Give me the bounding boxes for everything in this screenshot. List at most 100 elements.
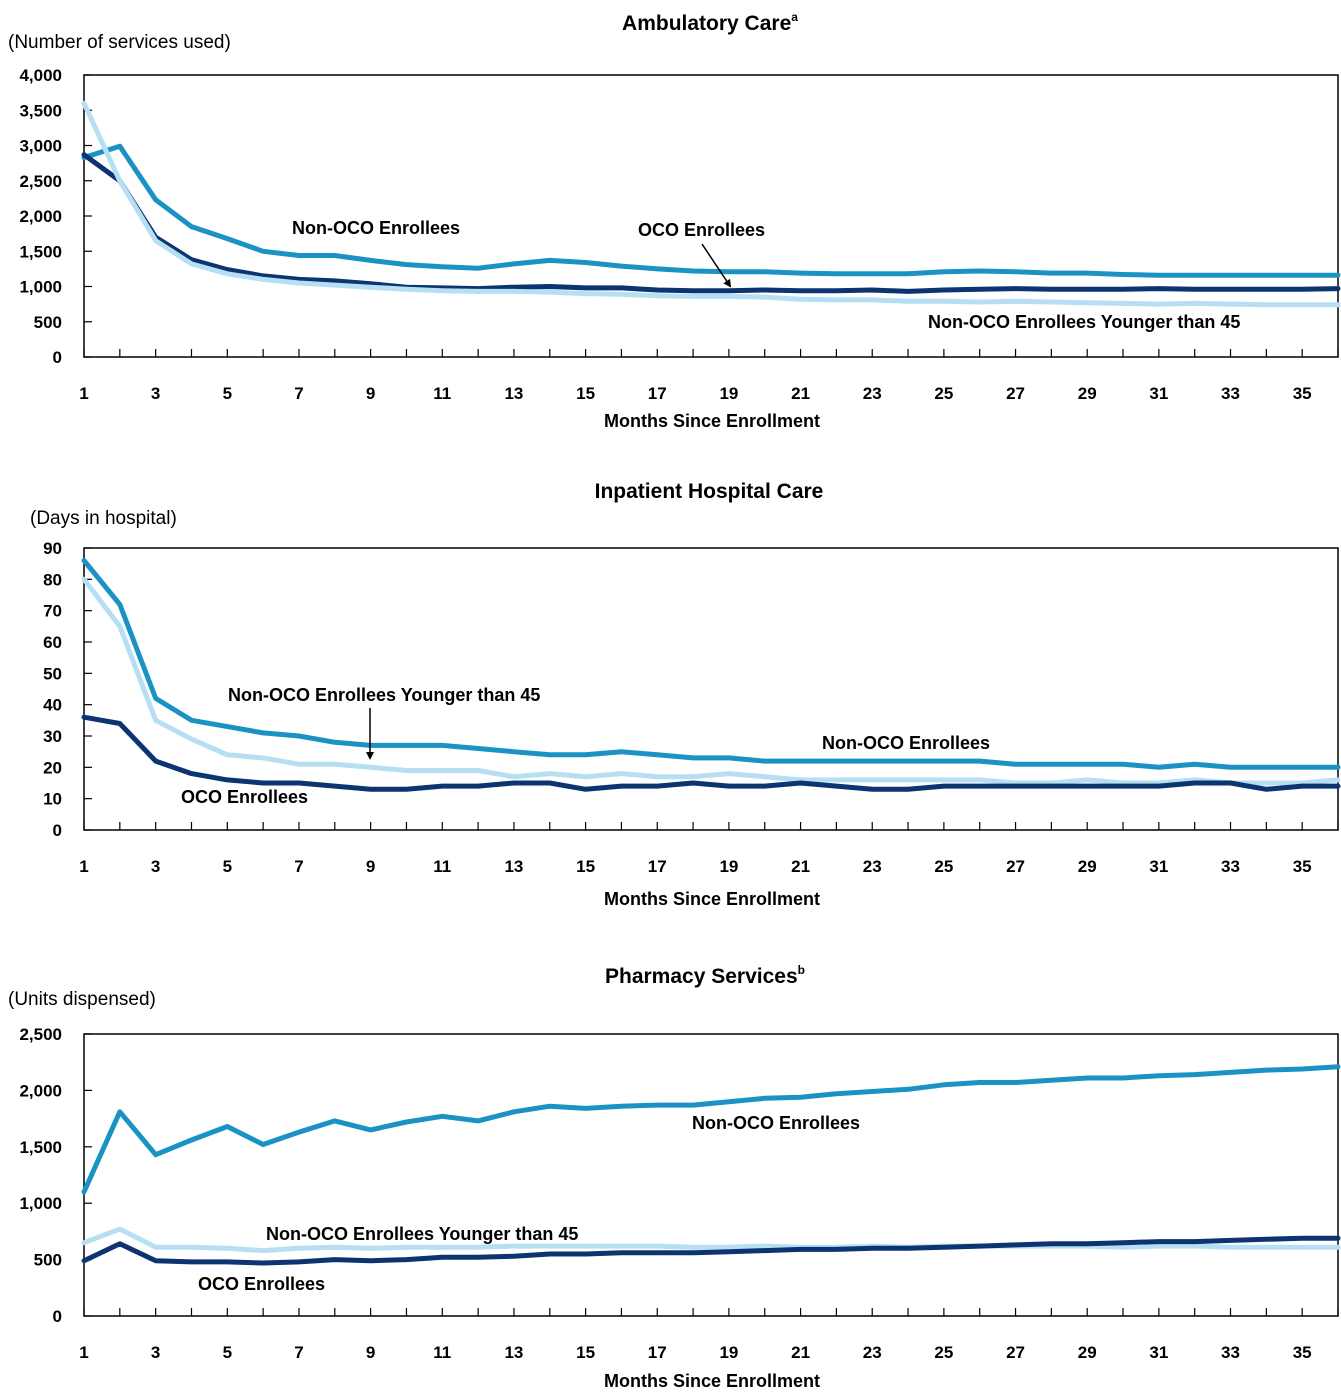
x-tick-label: 23 bbox=[863, 857, 882, 876]
series-label-non-oco: Non-OCO Enrollees bbox=[292, 218, 460, 238]
y-tick-label: 2,000 bbox=[19, 1081, 62, 1100]
annotation-arrow bbox=[701, 243, 732, 288]
x-tick-label: 13 bbox=[504, 1343, 523, 1362]
x-tick-label: 7 bbox=[294, 857, 303, 876]
x-tick-label: 27 bbox=[1006, 857, 1025, 876]
x-tick-label: 17 bbox=[648, 1343, 667, 1362]
x-tick-label: 15 bbox=[576, 384, 595, 403]
x-tick-label: 9 bbox=[366, 384, 375, 403]
x-tick-label: 5 bbox=[223, 384, 232, 403]
x-tick-label: 13 bbox=[504, 384, 523, 403]
x-axis-label: Months Since Enrollment bbox=[604, 411, 820, 431]
series-line-non-oco-enrollees bbox=[81, 1064, 1341, 1195]
x-tick-label: 33 bbox=[1221, 384, 1240, 403]
x-tick-label: 1 bbox=[79, 384, 88, 403]
x-tick-label: 13 bbox=[504, 857, 523, 876]
x-tick-label: 25 bbox=[934, 1343, 953, 1362]
y-tick-label: 70 bbox=[43, 602, 62, 621]
x-tick-label: 35 bbox=[1293, 857, 1312, 876]
x-tick-label: 29 bbox=[1078, 384, 1097, 403]
x-tick-label: 27 bbox=[1006, 1343, 1025, 1362]
chart-title: Ambulatory Carea bbox=[622, 10, 798, 35]
chart-ambulatory-care: Ambulatory Carea (Number of services use… bbox=[8, 10, 1341, 431]
y-tick-label: 10 bbox=[43, 790, 62, 809]
series-label-non-oco-young: Non-OCO Enrollees Younger than 45 bbox=[266, 1224, 578, 1244]
x-tick-label: 31 bbox=[1149, 384, 1168, 403]
series-line-non-oco-enrollees bbox=[81, 143, 1341, 278]
x-tick-label: 3 bbox=[151, 384, 160, 403]
y-tick-label: 20 bbox=[43, 758, 62, 777]
x-tick-label: 33 bbox=[1221, 1343, 1240, 1362]
y-tick-label: 1,500 bbox=[19, 242, 62, 261]
y-tick-label: 2,500 bbox=[19, 1025, 62, 1044]
y-tick-label: 50 bbox=[43, 664, 62, 683]
x-tick-label: 11 bbox=[433, 384, 451, 403]
series-line-non-oco-enrollees-younger-than-45 bbox=[81, 1226, 1341, 1254]
y-tick-label: 0 bbox=[53, 821, 62, 840]
series-line-non-oco-enrollees bbox=[81, 558, 1341, 770]
x-tick-label: 29 bbox=[1078, 857, 1097, 876]
y-tick-label: 40 bbox=[43, 696, 62, 715]
y-tick-label: 3,000 bbox=[19, 137, 62, 156]
series-line-non-oco-enrollees-younger-than-45 bbox=[81, 100, 1341, 308]
plot-frame bbox=[83, 547, 1339, 831]
series-line-oco-enrollees bbox=[81, 1235, 1341, 1266]
y-tick-label: 1,000 bbox=[19, 278, 62, 297]
x-tick-label: 3 bbox=[151, 857, 160, 876]
x-tick-label: 17 bbox=[648, 857, 667, 876]
series-label-non-oco-young: Non-OCO Enrollees Younger than 45 bbox=[928, 312, 1240, 332]
y-tick-label: 60 bbox=[43, 633, 62, 652]
series-label-non-oco-young: Non-OCO Enrollees Younger than 45 bbox=[228, 685, 540, 705]
plot-frame bbox=[83, 1033, 1339, 1317]
x-axis-label: Months Since Enrollment bbox=[604, 1371, 820, 1391]
series-line-oco-enrollees bbox=[81, 714, 1341, 792]
y-tick-label: 3,500 bbox=[19, 101, 62, 120]
x-tick-label: 19 bbox=[719, 857, 738, 876]
series-label-non-oco: Non-OCO Enrollees bbox=[692, 1113, 860, 1133]
x-tick-label: 15 bbox=[576, 1343, 595, 1362]
chart-title: Pharmacy Servicesb bbox=[605, 963, 805, 988]
x-tick-label: 9 bbox=[366, 857, 375, 876]
y-tick-label: 1,500 bbox=[19, 1138, 62, 1157]
series-line-non-oco-enrollees-younger-than-45 bbox=[81, 576, 1341, 786]
x-tick-label: 5 bbox=[223, 857, 232, 876]
chart-pharmacy-services: Pharmacy Servicesb (Units dispensed) 0 50… bbox=[8, 963, 1341, 1391]
plot-area: 0 500 1,000 1,500 2,000 2,500 3,000 3,500 4,000 1… bbox=[19, 66, 1341, 403]
x-tick-label: 5 bbox=[223, 1343, 232, 1362]
x-tick-label: 11 bbox=[433, 1343, 451, 1362]
x-tick-label: 7 bbox=[294, 384, 303, 403]
y-tick-label: 0 bbox=[53, 1307, 62, 1326]
y-tick-label: 90 bbox=[43, 539, 62, 558]
x-tick-label: 11 bbox=[433, 857, 451, 876]
x-tick-label: 9 bbox=[366, 1343, 375, 1362]
x-tick-label: 27 bbox=[1006, 384, 1025, 403]
y-tick-label: 80 bbox=[43, 570, 62, 589]
y-axis-unit-label: (Days in hospital) bbox=[30, 508, 177, 529]
y-tick-label: 1,000 bbox=[19, 1194, 62, 1213]
x-tick-label: 23 bbox=[863, 1343, 882, 1362]
x-tick-label: 7 bbox=[294, 1343, 303, 1362]
chart-title: Inpatient Hospital Care bbox=[595, 480, 824, 503]
x-tick-label: 17 bbox=[648, 384, 667, 403]
x-tick-label: 1 bbox=[79, 1343, 88, 1362]
x-tick-label: 3 bbox=[151, 1343, 160, 1362]
y-axis-unit-label: (Number of services used) bbox=[8, 32, 231, 53]
chart-inpatient-hospital-care: Inpatient Hospital Care (Days in hospita… bbox=[30, 480, 1341, 909]
y-axis-unit-label: (Units dispensed) bbox=[8, 989, 156, 1010]
x-tick-label: 25 bbox=[934, 857, 953, 876]
y-tick-label: 2,000 bbox=[19, 207, 62, 226]
x-tick-label: 19 bbox=[719, 384, 738, 403]
y-tick-label: 30 bbox=[43, 727, 62, 746]
series-label-oco: OCO Enrollees bbox=[181, 787, 308, 807]
series-label-oco: OCO Enrollees bbox=[198, 1274, 325, 1294]
series-line-oco-enrollees bbox=[81, 152, 1341, 294]
x-tick-label: 21 bbox=[791, 857, 810, 876]
series-label-oco: OCO Enrollees bbox=[638, 220, 765, 240]
x-tick-label: 1 bbox=[79, 857, 88, 876]
x-tick-label: 19 bbox=[719, 1343, 738, 1362]
y-tick-label: 0 bbox=[53, 348, 62, 367]
y-tick-label: 2,500 bbox=[19, 172, 62, 191]
x-tick-label: 23 bbox=[863, 384, 882, 403]
